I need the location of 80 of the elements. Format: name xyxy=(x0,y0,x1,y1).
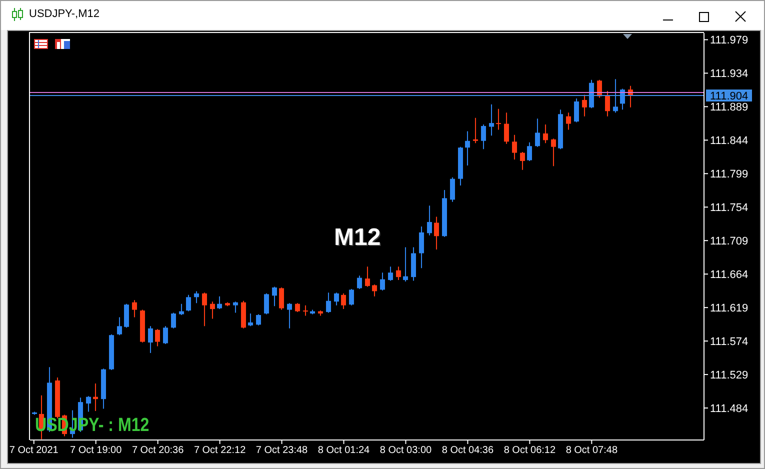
candlestick xyxy=(124,303,129,328)
candlestick xyxy=(543,124,548,144)
y-tick-label: 111.889 xyxy=(710,102,748,114)
y-tick-label: 111.529 xyxy=(710,369,748,382)
candlestick xyxy=(551,138,556,167)
candlestick xyxy=(279,286,284,310)
candlestick xyxy=(450,176,455,202)
candlestick xyxy=(403,246,408,282)
candlestick xyxy=(256,314,261,326)
candlestick xyxy=(248,313,253,327)
candlestick xyxy=(202,292,207,327)
ref-line-label: 111.904 xyxy=(710,90,748,102)
candlestick xyxy=(163,326,168,345)
candlestick xyxy=(357,275,362,290)
chart-title: USDJPY-,M12 xyxy=(29,7,100,21)
x-tick-label: 7 Oct 2021 xyxy=(9,445,59,456)
candlestick xyxy=(465,130,470,166)
x-tick-label: 7 Oct 19:00 xyxy=(70,445,122,456)
candlestick xyxy=(388,266,393,282)
y-tick-label: 111.484 xyxy=(710,402,748,415)
candlestick xyxy=(419,226,424,269)
candlestick xyxy=(574,98,579,123)
candlestick xyxy=(303,304,308,316)
candlestick xyxy=(613,78,618,114)
candlestick xyxy=(148,326,153,354)
y-tick-label: 111.754 xyxy=(710,202,748,214)
candlestick xyxy=(186,294,191,312)
candlestick xyxy=(396,266,401,281)
candlestick xyxy=(496,108,501,130)
candlestick xyxy=(566,112,571,130)
candlestick xyxy=(334,292,339,306)
x-tick-label: 8 Oct 01:24 xyxy=(318,445,370,456)
candlestick xyxy=(179,303,184,316)
candlestick xyxy=(527,142,532,162)
candlestick xyxy=(535,118,540,148)
candlestick xyxy=(86,396,91,412)
candlestick xyxy=(132,300,137,318)
y-tick-label: 111.664 xyxy=(710,268,748,281)
y-tick-label: 111.799 xyxy=(710,168,748,181)
x-tick-label: 8 Oct 07:48 xyxy=(566,445,618,456)
candlestick xyxy=(411,246,416,282)
candlestick xyxy=(427,205,432,236)
x-tick-label: 8 Oct 06:12 xyxy=(504,445,556,456)
candlestick xyxy=(605,90,610,117)
candlestick xyxy=(264,292,269,315)
candlestick xyxy=(287,302,292,329)
candlestick xyxy=(504,112,509,144)
candlestick xyxy=(210,301,215,320)
candlestick xyxy=(117,316,122,336)
candlestick xyxy=(489,104,494,136)
x-tick-label: 7 Oct 20:36 xyxy=(132,445,184,456)
candlestick xyxy=(326,292,331,314)
y-tick-label: 111.709 xyxy=(710,235,748,248)
y-tick-label: 111.844 xyxy=(710,135,748,148)
candlestick xyxy=(434,216,439,250)
candlestick xyxy=(380,272,385,291)
y-tick-label: 111.619 xyxy=(710,302,748,314)
y-tick-label: 111.979 xyxy=(710,34,748,47)
x-tick-label: 8 Oct 04:36 xyxy=(442,445,494,456)
candlestick xyxy=(171,312,176,329)
candlestick xyxy=(217,296,222,310)
candlestick xyxy=(233,301,238,314)
candlestick xyxy=(473,117,478,144)
annotation: M12 xyxy=(334,224,381,251)
candlestick xyxy=(481,124,486,150)
candlestick xyxy=(582,94,587,117)
y-tick-label: 111.934 xyxy=(710,68,748,80)
candlestick xyxy=(272,286,277,307)
candlestick xyxy=(520,152,525,170)
x-tick-label: 7 Oct 22:12 xyxy=(194,445,246,456)
candlestick xyxy=(365,266,370,288)
candlestick xyxy=(194,290,199,304)
x-tick-label: 8 Oct 03:00 xyxy=(380,445,432,456)
candlestick xyxy=(512,134,517,160)
x-tick-label: 7 Oct 23:48 xyxy=(256,445,308,456)
candlestick xyxy=(155,328,160,347)
candlestick xyxy=(349,288,354,306)
y-tick-label: 111.574 xyxy=(710,336,748,348)
candlestick xyxy=(372,284,377,297)
candlestick xyxy=(341,292,346,310)
